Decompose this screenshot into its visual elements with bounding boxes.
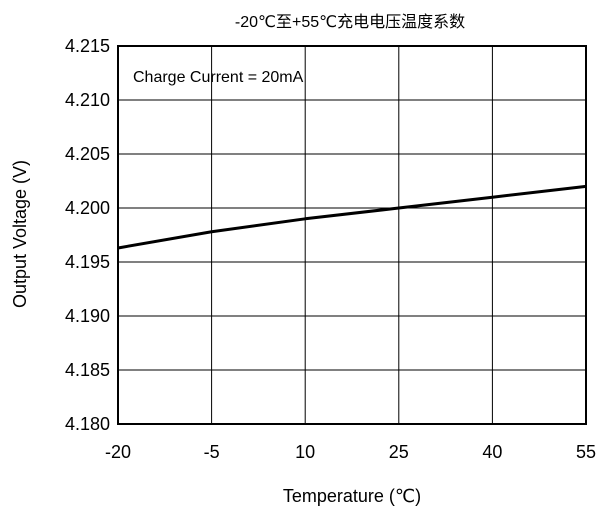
y-axis-label: Output Voltage (V) [10, 160, 30, 308]
y-tick-labels: 4.180 4.185 4.190 4.195 4.200 4.205 4.210 4.215 [65, 36, 110, 434]
x-tick-label: 25 [389, 442, 409, 462]
series-layer [117, 184, 587, 250]
y-tick-label: 4.190 [65, 306, 110, 326]
x-tick-labels: -20 -5 10 25 40 55 [105, 442, 596, 462]
y-tick-label: 4.200 [65, 198, 110, 218]
y-tick-label: 4.215 [65, 36, 110, 56]
x-tick-label: -5 [204, 442, 220, 462]
x-axis-label: Temperature (℃) [283, 486, 421, 506]
y-tick-label: 4.205 [65, 144, 110, 164]
x-tick-label: 40 [482, 442, 502, 462]
chart-title: -20℃至+55℃充电电压温度系数 [235, 13, 465, 31]
x-tick-label: 55 [576, 442, 596, 462]
annotation-label: Charge Current = 20mA [133, 69, 304, 86]
x-tick-label: -20 [105, 442, 131, 462]
y-tick-label: 4.180 [65, 414, 110, 434]
y-tick-label: 4.195 [65, 252, 110, 272]
y-tick-label: 4.185 [65, 360, 110, 380]
series-line-0 [117, 184, 587, 250]
x-tick-label: 10 [295, 442, 315, 462]
y-tick-label: 4.210 [65, 90, 110, 110]
plot-frame [117, 45, 587, 425]
